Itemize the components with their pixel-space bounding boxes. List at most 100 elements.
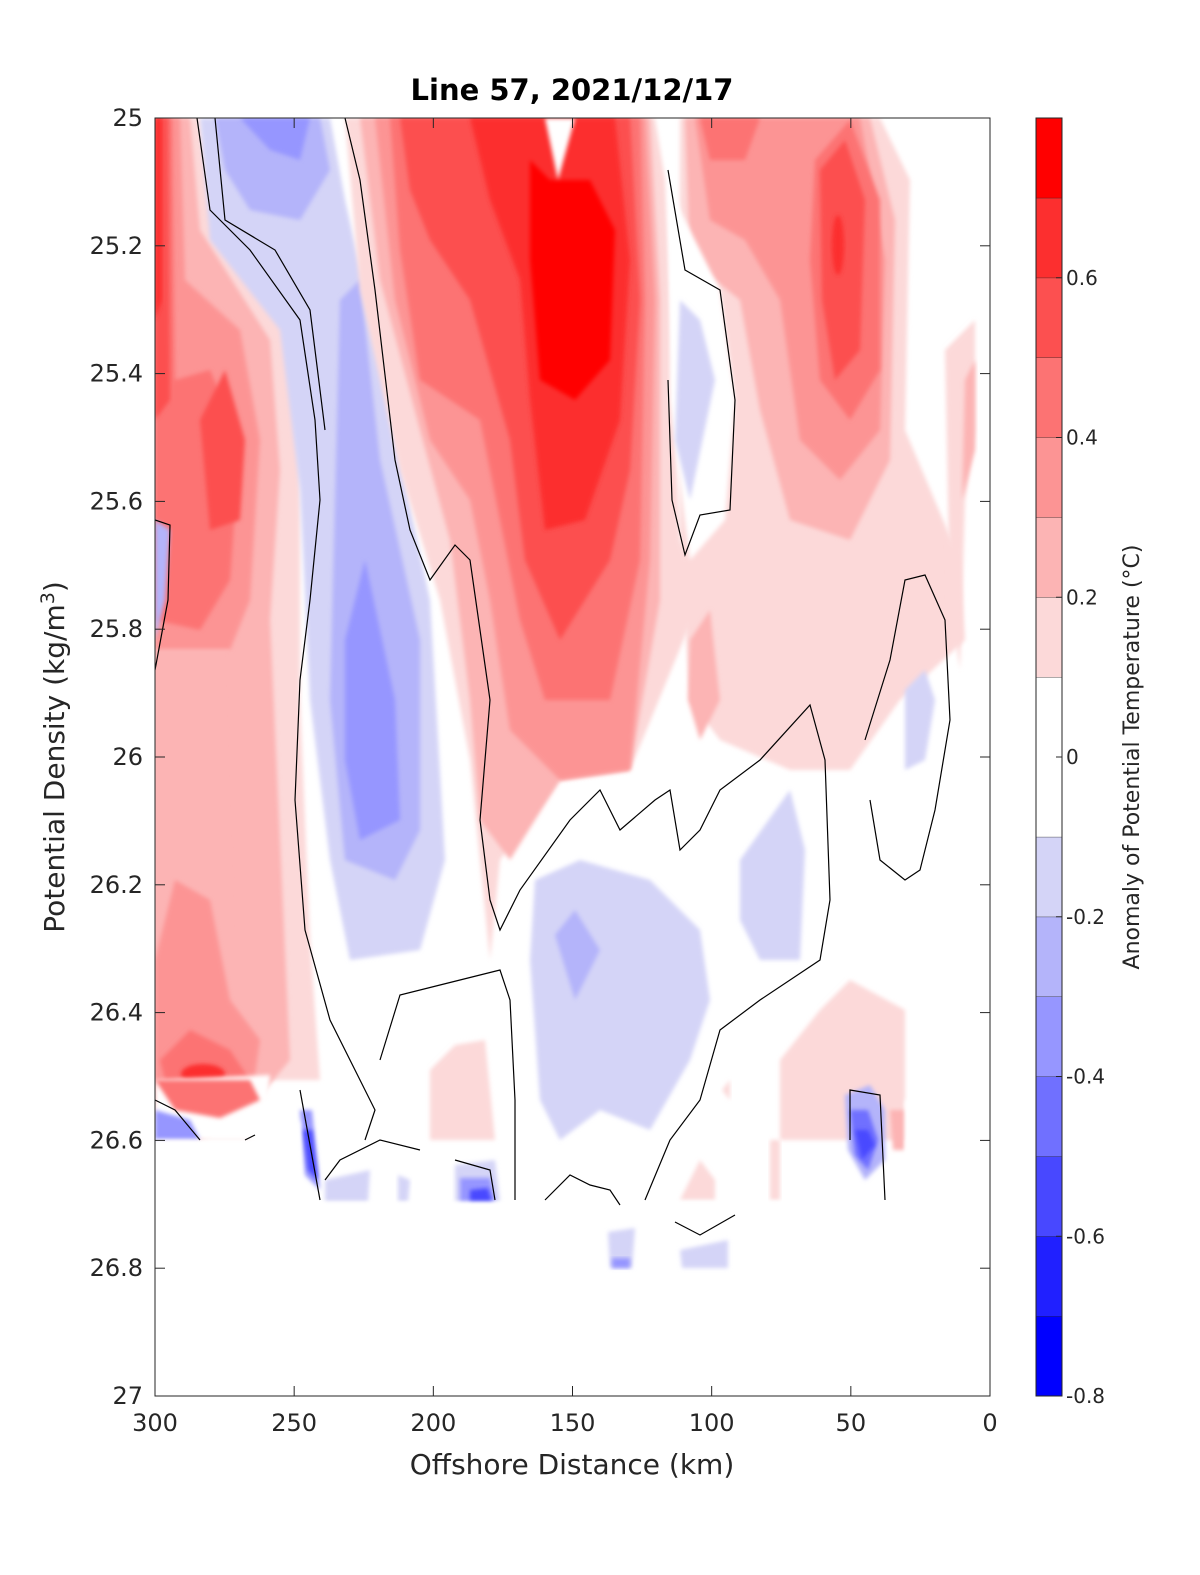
x-axis-label: Offshore Distance (km) <box>410 1448 735 1481</box>
sub-cool-far-right <box>905 670 935 770</box>
colorbar-tick-label: 0 <box>1066 745 1079 769</box>
colorbar-band <box>1036 916 1062 997</box>
contour-cool-west-b <box>214 118 326 431</box>
colorbar-band <box>1036 836 1062 917</box>
colorbar-band <box>1036 197 1062 278</box>
bottom-cool-e-redraw <box>680 1240 728 1268</box>
near-warm-core-0.6 <box>832 215 844 275</box>
y-axis-label-superscript: 3 <box>37 592 59 604</box>
bottom-cool-nearshore-0.5 <box>855 1130 875 1160</box>
contour-bottom-mini <box>244 1134 256 1141</box>
x-tick-label: 50 <box>836 1409 867 1437</box>
warm-core-0.7 <box>530 160 615 400</box>
y-tick-label: 25.8 <box>90 615 143 643</box>
bottom-cool-b2-0.1 <box>398 1175 410 1202</box>
no-data-right <box>905 1100 990 1202</box>
zero-contours <box>155 118 951 1236</box>
deep-warm-small <box>680 1160 715 1200</box>
y-tick-label: 25 <box>112 104 143 132</box>
bottom-cool-d-redraw-0.3 <box>612 1258 630 1268</box>
no-data-lower <box>155 1202 990 1396</box>
deep-warm-right-0.2 <box>890 1110 905 1150</box>
y-axis-label: Potential Density (kg/m3) <box>37 581 71 933</box>
colorbar-band <box>1036 1156 1062 1237</box>
x-tick-label: 150 <box>550 1409 596 1437</box>
contour-deep-mid <box>324 1139 421 1181</box>
colorbar-tick-label: -0.8 <box>1066 1384 1105 1408</box>
cool-tongue-0.3 <box>240 118 310 160</box>
colorbar-band <box>1036 1236 1062 1317</box>
colorbar-tick-label: -0.6 <box>1066 1224 1105 1248</box>
x-tick-label: 0 <box>982 1409 997 1437</box>
contour-deep-center-b <box>544 1174 621 1206</box>
x-tick-label: 300 <box>132 1409 178 1437</box>
bottom-cool-b-0.1 <box>325 1170 370 1202</box>
contour-deep-west <box>155 1099 201 1141</box>
cool-left-bottom <box>155 1110 200 1140</box>
no-data-bottom <box>155 1120 300 1202</box>
colorbar-tick-label: 0.4 <box>1066 426 1098 450</box>
contour-deep-mid-b <box>454 1159 496 1201</box>
colorbar: -0.8 -0.6 -0.4 -0.2 0 0.2 0.4 0.6 <box>1035 117 1105 1408</box>
y-tick-label: 25.4 <box>90 360 143 388</box>
y-axis-label-text: Potential Density (kg/m <box>38 604 71 933</box>
edge-warm-0.2 <box>962 360 975 500</box>
chart-title: Line 57, 2021/12/17 <box>411 73 734 107</box>
colorbar-band <box>1036 277 1062 358</box>
x-tick-label: 100 <box>689 1409 735 1437</box>
contour-bottom-mini-b <box>299 1089 321 1201</box>
warm-band-offshore-0.6 <box>155 118 162 320</box>
contour-far-east <box>864 574 951 881</box>
colorbar-tick-label: -0.4 <box>1066 1065 1105 1089</box>
near-warm-0.4 <box>700 118 760 160</box>
y-axis-ticks: 25 25.2 25.4 25.6 25.8 26 26.2 26.4 26.6 26.8 27 <box>90 104 990 1410</box>
colorbar-band <box>1036 118 1062 198</box>
contour-near-channel <box>667 169 736 558</box>
y-tick-label: 26.4 <box>90 999 143 1027</box>
contour-west-edge <box>155 519 171 671</box>
y-tick-label: 26.8 <box>90 1254 143 1282</box>
contour-bottom-tiny <box>674 1214 736 1236</box>
x-axis-ticks: 300 250 200 150 100 50 0 <box>132 118 998 1437</box>
colorbar-band <box>1036 1316 1062 1396</box>
sub-cool-right-0.1 <box>740 790 805 960</box>
x-tick-label: 250 <box>271 1409 317 1437</box>
x-tick-label: 200 <box>410 1409 456 1437</box>
y-tick-label: 25.2 <box>90 232 143 260</box>
cool-left-edge <box>155 520 170 640</box>
colorbar-band <box>1036 597 1062 678</box>
anomaly-field <box>155 118 990 1396</box>
y-tick-label: 26 <box>112 743 143 771</box>
colorbar-band <box>1036 437 1062 518</box>
colorbar-tick-label: 0.2 <box>1066 585 1098 609</box>
y-axis-label-close: ) <box>38 581 71 592</box>
colorbar-band <box>1036 996 1062 1077</box>
contour-deep-center <box>379 969 516 1200</box>
deep-warm-edge-mid <box>770 1140 780 1200</box>
y-tick-label: 25.6 <box>90 487 143 515</box>
contour-cool-east <box>344 118 831 1201</box>
cool-tongue-core-0.3 <box>345 560 400 840</box>
bottom-cool-c-0.5 <box>470 1188 492 1202</box>
no-data-gap-a <box>510 1202 600 1268</box>
deep-warm-edge <box>155 1080 260 1118</box>
colorbar-band <box>1036 517 1062 598</box>
contour-cool-west <box>196 118 376 1141</box>
colorbar-band <box>1036 1076 1062 1157</box>
near-cool-spot <box>675 300 715 500</box>
y-tick-label: 27 <box>112 1382 143 1410</box>
contour-bottom-east <box>849 1089 886 1201</box>
colorbar-band <box>1036 357 1062 438</box>
colorbar-tick-label: -0.2 <box>1066 905 1105 929</box>
colorbar-tick-label: 0.6 <box>1066 266 1098 290</box>
deep-warm-tiny <box>722 1080 730 1100</box>
colorbar-label: Anomaly of Potential Temperature (°C) <box>1120 545 1145 970</box>
warm-core-offshore-0.5 <box>200 370 245 530</box>
y-tick-label: 26.6 <box>90 1126 143 1154</box>
warm-core-notch <box>545 118 575 180</box>
y-tick-label: 26.2 <box>90 871 143 899</box>
sub-cool-center-0.2 <box>555 910 600 1000</box>
deep-warm-center-0.1 <box>430 1040 495 1140</box>
near-warm-mid-0.2 <box>688 610 720 740</box>
